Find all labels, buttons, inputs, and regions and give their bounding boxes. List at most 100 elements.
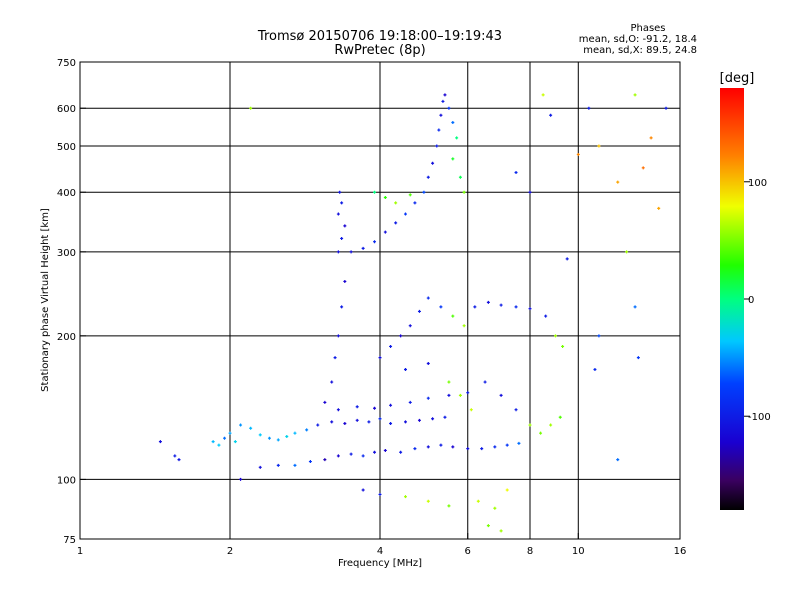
- data-point: [447, 393, 451, 397]
- data-point: [355, 418, 359, 422]
- data-point: [267, 436, 271, 440]
- data-point: [389, 421, 393, 425]
- data-point: [517, 441, 521, 445]
- data-point: [373, 406, 377, 410]
- data-point: [417, 309, 421, 313]
- data-point: [258, 433, 262, 437]
- data-point: [539, 431, 543, 435]
- data-point: [514, 408, 518, 412]
- data-point: [340, 305, 344, 309]
- x-tick-label: 8: [527, 546, 533, 557]
- data-point: [373, 190, 377, 194]
- data-point: [593, 367, 597, 371]
- data-point: [597, 334, 601, 338]
- data-point: [558, 415, 562, 419]
- data-point: [633, 93, 637, 97]
- x-axis-label: Frequency [MHz]: [338, 558, 422, 569]
- data-point: [383, 448, 387, 452]
- data-point: [217, 443, 221, 447]
- data-point: [439, 443, 443, 447]
- data-point: [641, 166, 645, 170]
- data-point: [399, 450, 403, 454]
- data-point: [493, 506, 497, 510]
- x-axis-ticks: 1 2 4 6 8 10 16: [77, 533, 687, 557]
- data-points: [158, 93, 668, 533]
- stats-heading: Phases: [630, 23, 665, 34]
- data-point: [422, 190, 426, 194]
- y-tick-label: 400: [57, 188, 76, 199]
- data-point: [338, 190, 342, 194]
- x-tick-label: 4: [377, 546, 383, 557]
- data-point: [336, 250, 340, 254]
- data-point: [158, 440, 162, 444]
- x-tick-label: 16: [674, 546, 687, 557]
- data-point: [239, 423, 243, 427]
- colorbar-tick-label: 100: [748, 178, 767, 189]
- data-point: [431, 417, 435, 421]
- data-point: [499, 529, 503, 533]
- colorbar-ticks: 100 0 -100: [744, 178, 771, 423]
- data-point: [343, 421, 347, 425]
- data-point: [633, 305, 637, 309]
- data-point: [499, 303, 503, 307]
- x-tick-label: 6: [465, 546, 471, 557]
- data-point: [486, 300, 490, 304]
- y-axis-label: Stationary phase Virtual Height [km]: [40, 208, 51, 392]
- data-point: [378, 417, 382, 421]
- data-point: [378, 492, 382, 496]
- data-point: [383, 230, 387, 234]
- data-point: [333, 356, 337, 360]
- data-point: [451, 157, 455, 161]
- data-point: [361, 246, 365, 250]
- data-point: [276, 438, 280, 442]
- data-point: [349, 452, 353, 456]
- x-tick-label: 1: [77, 546, 83, 557]
- data-point: [486, 524, 490, 528]
- data-point: [258, 465, 262, 469]
- data-point: [441, 99, 445, 103]
- data-point: [403, 367, 407, 371]
- y-tick-label: 100: [57, 475, 76, 486]
- data-point: [285, 435, 289, 439]
- data-point: [528, 423, 532, 427]
- data-point: [408, 324, 412, 328]
- data-point: [316, 423, 320, 427]
- data-point: [373, 450, 377, 454]
- data-point: [447, 380, 451, 384]
- data-point: [340, 236, 344, 240]
- data-point: [383, 195, 387, 199]
- data-point: [451, 445, 455, 449]
- data-point: [340, 201, 344, 205]
- grid: [80, 62, 680, 539]
- data-point: [657, 206, 661, 210]
- chart-title: Tromsø 20150706 19:18:00–19:19:43: [257, 29, 502, 44]
- data-point: [336, 408, 340, 412]
- data-point: [549, 113, 553, 117]
- data-point: [443, 415, 447, 419]
- data-point: [439, 113, 443, 117]
- data-point: [239, 477, 243, 481]
- data-point: [413, 201, 417, 205]
- colorbar-tick-label: 0: [748, 295, 754, 306]
- data-point: [458, 175, 462, 179]
- data-point: [223, 436, 227, 440]
- data-point: [549, 423, 553, 427]
- data-point: [473, 305, 477, 309]
- data-point: [505, 488, 509, 492]
- data-point: [276, 463, 280, 467]
- data-point: [355, 405, 359, 409]
- data-point: [373, 240, 377, 244]
- data-point: [553, 334, 557, 338]
- data-point: [378, 356, 382, 360]
- y-tick-label: 750: [57, 58, 76, 69]
- data-point: [587, 106, 591, 110]
- x-tick-label: 10: [572, 546, 585, 557]
- stats-line-o: mean, sd,O: -91.2, 18.4: [579, 34, 697, 45]
- colorbar-label: [deg]: [720, 71, 755, 86]
- data-point: [361, 454, 365, 458]
- data-point: [447, 504, 451, 508]
- data-point: [426, 175, 430, 179]
- data-point: [451, 314, 455, 318]
- data-point: [462, 190, 466, 194]
- data-point: [625, 250, 629, 254]
